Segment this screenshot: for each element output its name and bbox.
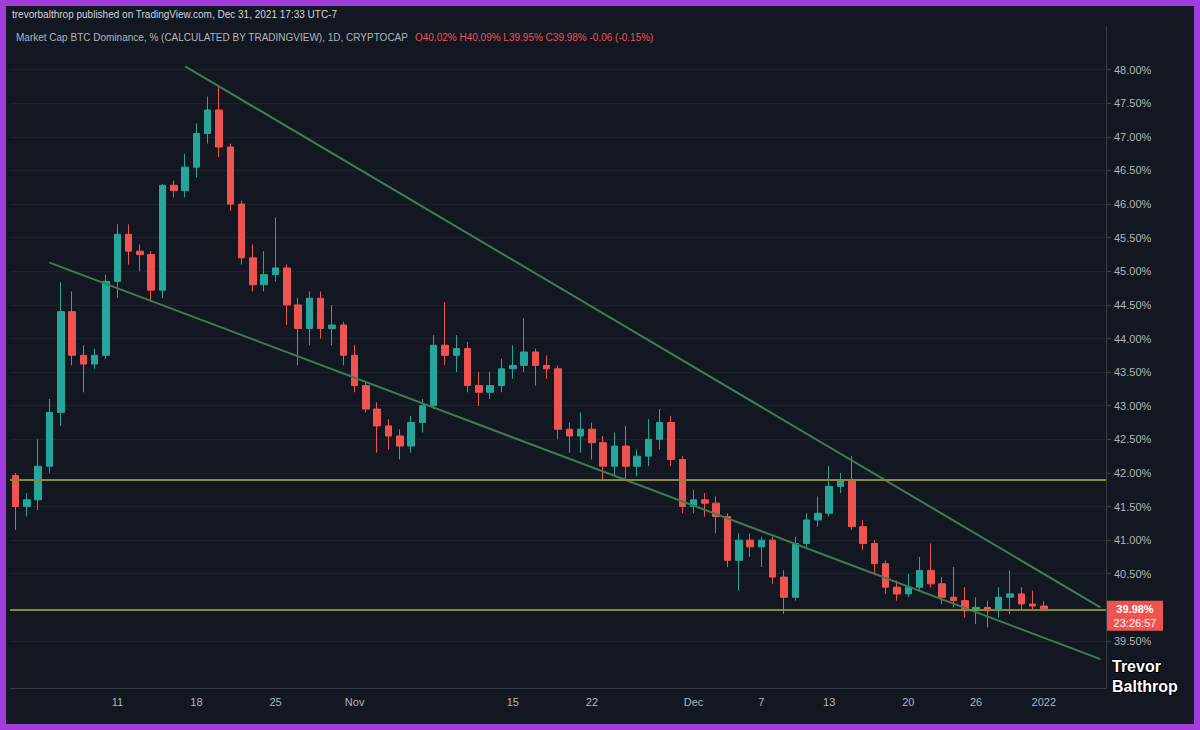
svg-text:23:26:57: 23:26:57 — [1114, 617, 1157, 629]
svg-text:42.50%: 42.50% — [1114, 433, 1152, 445]
svg-text:2022: 2022 — [1032, 696, 1056, 708]
svg-text:46.50%: 46.50% — [1114, 164, 1152, 176]
svg-text:43.50%: 43.50% — [1114, 366, 1152, 378]
svg-text:41.00%: 41.00% — [1114, 534, 1152, 546]
svg-text:45.00%: 45.00% — [1114, 265, 1152, 277]
svg-text:26: 26 — [970, 696, 982, 708]
svg-text:Dec: Dec — [684, 696, 704, 708]
svg-text:47.00%: 47.00% — [1114, 131, 1152, 143]
svg-text:18: 18 — [190, 696, 202, 708]
svg-text:11: 11 — [112, 696, 123, 708]
svg-text:46.00%: 46.00% — [1114, 198, 1152, 210]
svg-text:Balthrop: Balthrop — [1112, 678, 1178, 695]
svg-text:Trevor: Trevor — [1112, 658, 1161, 675]
svg-text:Nov: Nov — [345, 696, 365, 708]
svg-text:13: 13 — [823, 696, 835, 708]
svg-text:48.00%: 48.00% — [1114, 64, 1152, 76]
svg-text:39.50%: 39.50% — [1114, 635, 1152, 647]
svg-text:20: 20 — [902, 696, 914, 708]
svg-text:47.50%: 47.50% — [1114, 97, 1152, 109]
svg-text:22: 22 — [586, 696, 598, 708]
svg-text:trevorbalthrop published on Tr: trevorbalthrop published on TradingView.… — [12, 9, 337, 20]
svg-text:15: 15 — [507, 696, 519, 708]
svg-text:7: 7 — [758, 696, 764, 708]
svg-text:42.00%: 42.00% — [1114, 467, 1152, 479]
svg-text:Market Cap BTC Dominance, % (C: Market Cap BTC Dominance, % (CALCULATED … — [16, 32, 408, 43]
svg-text:43.00%: 43.00% — [1114, 400, 1152, 412]
svg-text:44.50%: 44.50% — [1114, 299, 1152, 311]
svg-text:40.50%: 40.50% — [1114, 568, 1152, 580]
svg-text:45.50%: 45.50% — [1114, 232, 1152, 244]
svg-text:44.00%: 44.00% — [1114, 333, 1152, 345]
svg-text:39.98%: 39.98% — [1116, 603, 1154, 615]
svg-text:41.50%: 41.50% — [1114, 501, 1152, 513]
svg-text:25: 25 — [269, 696, 281, 708]
svg-text:O40.02% H40.09% L39.95% C39.98: O40.02% H40.09% L39.95% C39.98% -0.06 (-… — [415, 32, 653, 43]
